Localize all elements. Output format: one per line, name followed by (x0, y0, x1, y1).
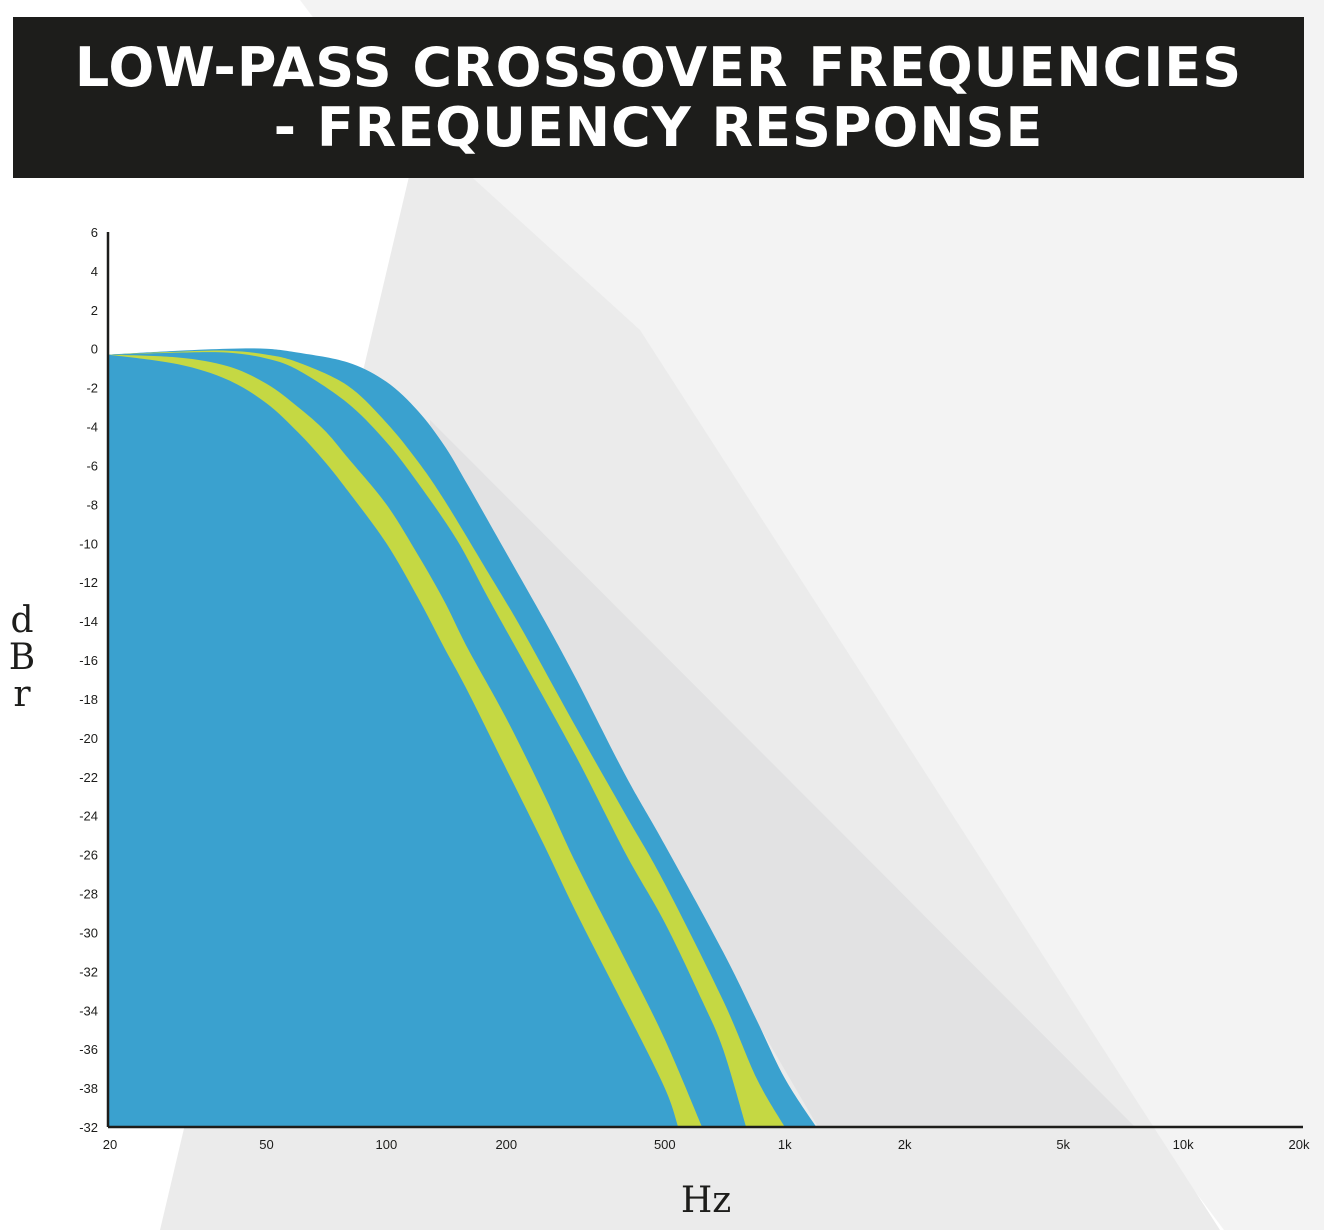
y-tick-label: -8 (86, 497, 98, 512)
y-tick-label: -16 (79, 653, 98, 668)
y-tick-label: 2 (91, 303, 98, 318)
y-tick-label: 4 (91, 264, 98, 279)
y-tick-label: -22 (79, 770, 98, 785)
y-tick-label: -14 (79, 614, 98, 629)
y-tick-label: -26 (79, 848, 98, 863)
x-tick-label: 1k (778, 1137, 792, 1152)
x-tick-label: 5k (1056, 1137, 1070, 1152)
x-tick-label: 2k (898, 1137, 912, 1152)
title-line-2: - FREQUENCY RESPONSE (273, 95, 1044, 159)
y-tick-label: -10 (79, 536, 98, 551)
y-tick-label: -6 (86, 459, 98, 474)
y-tick-label: 0 (91, 342, 98, 357)
x-tick-label: 100 (376, 1137, 398, 1152)
x-tick-label: 10k (1173, 1137, 1194, 1152)
title-line-1: LOW-PASS CROSSOVER FREQUENCIES (74, 35, 1243, 99)
x-axis-label: Hz (681, 1180, 731, 1221)
y-tick-label: -38 (79, 1081, 98, 1096)
x-tick-label: 500 (654, 1137, 676, 1152)
y-tick-labels: 6 4 2 0 -2 -4 -6 -8 -10 -12 -14 -16 -18 -20 -22 -24 -26 -… (79, 225, 98, 1135)
y-tick-label: 6 (91, 225, 98, 240)
x-tick-label: 20 (103, 1137, 117, 1152)
x-tick-label: 20k (1289, 1137, 1310, 1152)
y-tick-label: -12 (79, 575, 98, 590)
y-tick-label: -32 (79, 964, 98, 979)
series-area-5 (108, 354, 679, 1128)
x-tick-labels: 20 50 100 200 500 1k 2k 5k 10k 20k (103, 1137, 1310, 1152)
y-tick-label: -20 (79, 731, 98, 746)
title-banner: LOW-PASS CROSSOVER FREQUENCIES - FREQUEN… (13, 17, 1304, 178)
curve-shadow (430, 420, 1135, 1127)
y-tick-label: -34 (79, 1003, 98, 1018)
y-tick-label: -32 (79, 1120, 98, 1135)
x-tick-label: 50 (259, 1137, 273, 1152)
y-tick-label: -18 (79, 692, 98, 707)
y-tick-label: -24 (79, 809, 98, 824)
svg-text:dBr: dBr (9, 600, 35, 715)
axes (106, 232, 1303, 1129)
y-tick-label: -30 (79, 925, 98, 940)
x-tick-label: 200 (495, 1137, 517, 1152)
y-tick-label: -28 (79, 887, 98, 902)
series-areas (108, 348, 817, 1128)
y-tick-label: -36 (79, 1042, 98, 1057)
y-tick-label: -4 (86, 420, 98, 435)
y-tick-label: -2 (86, 381, 98, 396)
